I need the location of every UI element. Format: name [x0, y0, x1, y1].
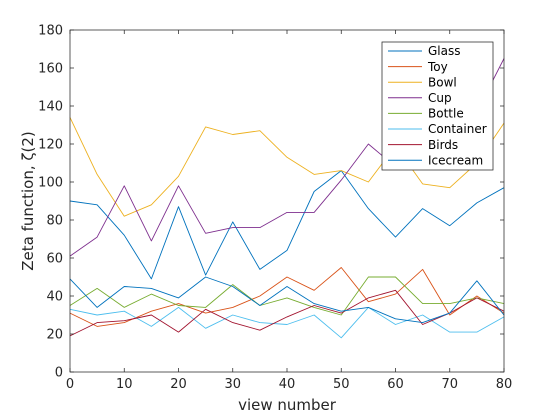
y-tick-label: 160 — [38, 62, 63, 77]
y-axis-label: Zeta function, ζ(2) — [19, 131, 37, 271]
x-tick-label: 30 — [224, 377, 241, 392]
x-axis-label: view number — [238, 396, 337, 414]
series-line-icecream — [69, 276, 505, 324]
y-tick-label: 80 — [46, 214, 63, 229]
legend-label: Cup — [428, 91, 452, 105]
legend-label: Container — [428, 122, 487, 136]
legend-box — [381, 41, 494, 171]
x-tick-label: 20 — [170, 377, 187, 392]
legend-label: Bowl — [428, 75, 457, 89]
x-tick-label: 0 — [66, 377, 74, 392]
x-tick-label: 60 — [387, 377, 404, 392]
y-tick-label: 180 — [38, 24, 63, 39]
legend-label: Icecream — [428, 153, 483, 167]
series-line-birds — [69, 289, 505, 337]
series-line-glass — [69, 170, 505, 280]
x-tick-label: 70 — [441, 377, 458, 392]
y-tick-label: 40 — [46, 290, 63, 305]
y-tick-label: 120 — [38, 138, 63, 153]
y-tick-label: 60 — [46, 252, 63, 267]
series-line-toy — [69, 267, 505, 327]
series-line-bowl — [69, 117, 505, 217]
legend-label: Bottle — [428, 107, 464, 121]
x-tick-label: 50 — [333, 377, 350, 392]
legend-label: Birds — [428, 138, 458, 152]
x-tick-label: 10 — [116, 377, 133, 392]
y-tick-label: 100 — [38, 176, 63, 191]
legend-label: Toy — [427, 60, 448, 74]
legend-label: Glass — [428, 44, 461, 58]
series-line-bottle — [69, 276, 505, 316]
y-axis-ticks: 0 20 40 60 80 100 120 140 160 180 — [38, 24, 504, 381]
y-tick-label: 140 — [38, 100, 63, 115]
y-tick-label: 20 — [46, 328, 63, 343]
x-tick-label: 80 — [496, 377, 513, 392]
x-tick-label: 40 — [279, 377, 296, 392]
x-axis-ticks: 0 10 20 30 40 50 60 70 80 — [66, 30, 512, 392]
y-tick-label: 0 — [55, 366, 63, 381]
series-layer — [69, 58, 505, 339]
